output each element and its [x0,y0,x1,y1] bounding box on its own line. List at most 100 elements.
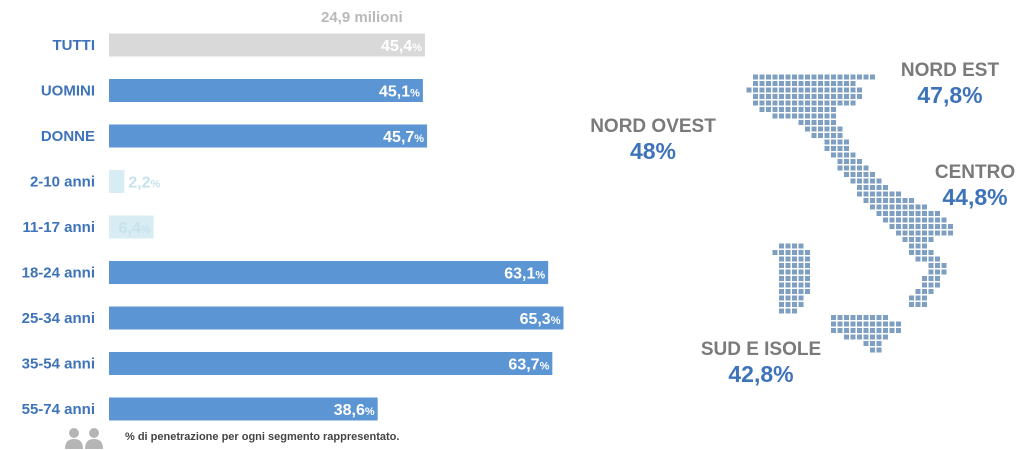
map-dot [792,113,797,119]
map-dot [935,276,940,281]
map-dot [818,100,823,106]
map-dot [824,100,830,106]
total-label: 24,9 milioni [321,9,403,26]
bar [109,33,425,57]
map-dot [805,107,810,112]
region-value: 47,8% [917,81,983,108]
map-dot [805,100,810,106]
map-dot [798,263,804,268]
map-dot [779,113,784,119]
bar [109,352,553,375]
region-nord-est: NORD EST 47,8% [880,60,1020,108]
map-dot [798,87,804,93]
map-dot [863,315,869,320]
map-dot [922,204,927,210]
map-dot [922,289,927,294]
map-dot [837,321,843,327]
map-dot [850,152,856,158]
map-dot [798,74,804,80]
map-dot [870,328,875,333]
map-dot [889,211,895,216]
map-dot [857,321,862,327]
map-dot [928,217,934,223]
map-dot [759,100,765,106]
map-dot [863,172,869,177]
region-nord-ovest: NORD OVEST 48% [578,116,728,164]
map-dot [779,81,784,86]
map-dot [779,100,784,106]
map-dot [785,81,791,86]
map-dot [870,74,875,80]
map-dot [935,211,940,216]
map-dot [870,321,875,327]
map-dot [844,159,849,164]
map-dot [805,120,810,125]
map-dot [857,165,862,171]
map-dot [798,276,804,281]
map-dot [915,224,921,229]
map-dot [798,94,804,99]
map-dot [785,250,791,255]
map-dot [915,211,921,216]
map-dot [889,328,895,333]
map-dot [792,295,797,301]
map-dot [915,217,921,223]
map-dot [850,334,856,340]
map-dot [824,81,830,86]
category-label: DONNE [41,128,95,145]
map-dot [798,282,804,288]
map-dot [909,295,914,301]
map-dot [811,133,817,138]
map-dot [831,120,836,125]
bar [109,170,125,193]
map-dot [844,165,849,171]
map-dot [831,74,836,80]
map-dot [844,328,849,333]
map-dot [798,107,804,112]
map-dot [850,74,856,80]
map-dot [779,269,784,275]
map-dot [857,334,862,340]
map-dot [811,81,817,86]
bar [109,79,423,102]
map-dot [844,172,849,177]
map-dot [785,87,791,93]
footnote: % di penetrazione per ogni segmento rapp… [125,431,400,443]
map-dot [798,289,804,294]
map-dot [850,100,856,106]
map-dot [792,302,797,307]
map-dot [850,81,856,86]
map-dot [818,81,823,86]
map-dot [766,100,771,106]
map-dot [805,250,810,255]
map-dot [850,165,856,171]
map-dot [779,282,784,288]
region-name: NORD EST [900,60,1000,81]
map-dot [785,295,791,301]
map-dot [850,321,856,327]
map-dot [759,74,765,80]
map-dot [915,204,921,210]
map-dot [928,250,934,255]
category-label: 25-34 anni [22,310,95,327]
map-dot [792,276,797,281]
map-dot [941,230,947,236]
map-dot [792,282,797,288]
map-dot [883,328,888,333]
map-dot [766,107,771,112]
map-dot [792,289,797,294]
data-label: 63,7% [508,357,549,374]
map-dot [792,263,797,268]
map-dot [785,256,791,262]
map-dot [785,289,791,294]
map-dot [863,74,869,80]
map-dot [844,152,849,158]
map-dot [870,178,875,184]
map-dot [785,269,791,275]
map-dot [779,243,784,249]
category-label: 2-10 anni [30,174,95,191]
map-dot [922,217,927,223]
map-dot [863,328,869,333]
map-dot [922,237,927,242]
map-dot [831,315,836,320]
